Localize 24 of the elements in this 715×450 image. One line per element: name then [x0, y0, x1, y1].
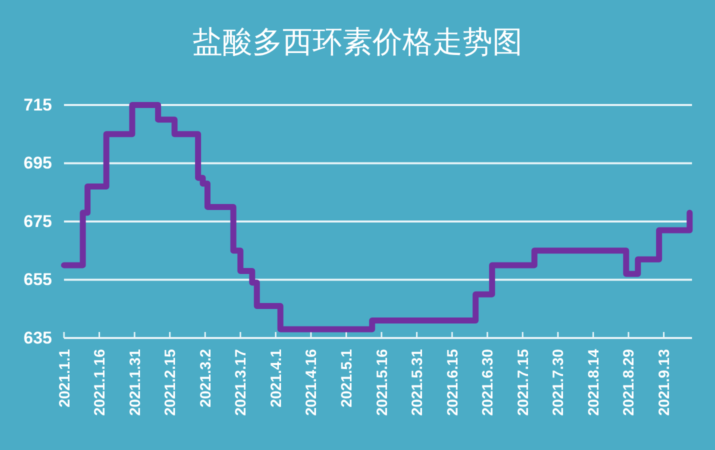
x-tick-label: 2021.7.30: [550, 349, 568, 416]
chart-title: 盐酸多西环素价格走势图: [192, 25, 522, 60]
y-tick-label: 695: [24, 154, 52, 173]
x-tick-label: 2021.4.1: [268, 349, 285, 408]
x-tick-label: 2021.5.31: [409, 349, 426, 416]
x-tick-label: 2021.5.16: [374, 349, 391, 416]
x-tick-label: 2021.3.2: [197, 349, 214, 408]
x-tick-label: 2021.5.1: [338, 349, 356, 408]
y-tick-label: 715: [24, 95, 52, 114]
x-tick-label: 2021.8.14: [585, 348, 602, 416]
x-tick-label: 2021.1.1: [56, 349, 74, 408]
y-tick-label: 635: [24, 328, 52, 348]
x-tick-label: 2021.2.15: [162, 349, 180, 416]
x-tick-label: 2021.1.31: [126, 349, 144, 416]
y-tick-label: 655: [24, 270, 52, 290]
x-tick-label: 2021.6.30: [480, 349, 497, 416]
x-tick-label: 2021.4.16: [303, 349, 320, 416]
x-tick-label: 2021.1.16: [92, 349, 109, 416]
x-tick-label: 2021.6.15: [444, 349, 462, 416]
x-tick-label: 2021.7.15: [514, 349, 532, 416]
x-tick-label: 2021.9.13: [656, 349, 674, 416]
x-tick-label: 2021.3.17: [232, 349, 250, 416]
x-tick-label: 2021.8.29: [620, 349, 638, 416]
y-tick-label: 675: [24, 212, 52, 231]
